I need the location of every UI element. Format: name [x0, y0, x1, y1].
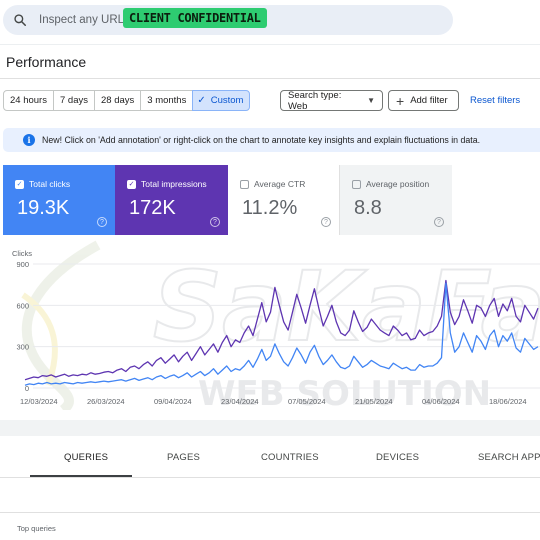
watermark-subtext: WEB SOLUTION — [198, 374, 491, 410]
divider — [0, 512, 540, 513]
dimension-tabs: QUERIES PAGES COUNTRIES DEVICES SEARCH A… — [0, 436, 540, 478]
checkbox-unchecked-icon[interactable] — [240, 179, 249, 189]
divider — [0, 78, 540, 79]
y-tick-label: 900 — [16, 260, 29, 269]
chart-lines — [24, 279, 539, 386]
tab-queries[interactable]: QUERIES — [64, 452, 109, 463]
metric-value: 11.2% — [242, 197, 298, 219]
date-filter-7-days[interactable]: 7 days — [52, 90, 95, 111]
annotation-info-banner: i New! Click on 'Add annotation' or righ… — [3, 128, 540, 152]
table-column-header: Top queries — [17, 524, 56, 533]
plus-icon: + — [396, 92, 405, 109]
add-filter-button[interactable]: + Add filter — [388, 90, 459, 111]
metric-card-average-position[interactable]: Average position 8.8 ? — [340, 165, 452, 235]
checkmark-icon: ✓ — [197, 95, 206, 106]
date-filter-custom-label: Custom — [210, 95, 244, 106]
metric-card-total-clicks[interactable]: ✓ Total clicks 19.3K ? — [3, 165, 115, 235]
metric-label: Average position — [366, 179, 430, 189]
x-tick-label: 23/04/2024 — [221, 397, 259, 406]
checkbox-checked-icon[interactable]: ✓ — [15, 179, 24, 189]
y-tick-label: 300 — [16, 343, 29, 352]
x-tick-label: 26/03/2024 — [87, 397, 125, 406]
date-filter-custom[interactable]: ✓ Custom — [192, 90, 251, 111]
reset-filters-link[interactable]: Reset filters — [470, 95, 521, 106]
x-tick-label: 18/06/2024 — [489, 397, 527, 406]
checkbox-unchecked-icon[interactable] — [352, 179, 361, 189]
performance-chart-svg[interactable]: SaKaFa WEB SOLUTION Clicks 0 300 600 900 12/0… — [3, 235, 540, 414]
date-filter-3-months[interactable]: 3 months — [140, 90, 194, 111]
y-axis-label: Clicks — [12, 249, 32, 258]
tab-countries[interactable]: COUNTRIES — [261, 452, 319, 463]
tab-search-appearance[interactable]: SEARCH APPEA — [478, 452, 540, 463]
divider — [0, 44, 540, 45]
metric-value: 19.3K — [17, 197, 70, 219]
caret-down-icon: ▼ — [367, 96, 375, 105]
page-title: Performance — [6, 54, 87, 70]
metric-label: Total impressions — [141, 179, 207, 189]
series-line — [24, 282, 539, 386]
tab-pages[interactable]: PAGES — [167, 452, 201, 463]
date-filter-24-hours[interactable]: 24 hours — [3, 90, 54, 111]
section-separator — [0, 420, 540, 436]
series-line — [24, 279, 539, 381]
metric-value: 172K — [129, 197, 176, 219]
search-type-label: Search type: Web — [288, 89, 342, 112]
top-bar: Inspect any URL in CLIENT CONFIDENTIAL — [0, 0, 540, 40]
info-icon: i — [23, 134, 35, 146]
search-type-dropdown[interactable]: Search type: Web ▼ — [280, 89, 383, 112]
y-tick-label: 600 — [16, 301, 29, 310]
help-icon[interactable]: ? — [97, 217, 107, 227]
active-tab-indicator — [30, 475, 132, 477]
x-tick-label: 04/06/2024 — [422, 397, 460, 406]
x-tick-label: 09/04/2024 — [154, 397, 192, 406]
chart-axes: Clicks 0 300 600 900 12/03/2024 26/03/2024 09/0… — [12, 249, 527, 406]
tab-devices[interactable]: DEVICES — [376, 452, 420, 463]
help-icon[interactable]: ? — [210, 217, 220, 227]
search-placeholder: Inspect any URL in — [39, 14, 136, 26]
add-filter-label: Add filter — [410, 95, 448, 106]
metric-card-average-ctr[interactable]: Average CTR 11.2% ? — [228, 165, 340, 235]
performance-chart[interactable]: SaKaFa WEB SOLUTION Clicks 0 300 600 900 12/0… — [3, 235, 540, 414]
banner-text: New! Click on 'Add annotation' or right-… — [42, 135, 481, 145]
help-icon[interactable]: ? — [434, 217, 444, 227]
metric-value: 8.8 — [354, 197, 382, 219]
confidential-stamp: CLIENT CONFIDENTIAL — [123, 8, 267, 28]
metric-label: Average CTR — [254, 179, 306, 189]
x-tick-label: 07/05/2024 — [288, 397, 326, 406]
metric-label: Total clicks — [29, 179, 71, 189]
search-icon — [5, 5, 35, 35]
chart-grid — [33, 263, 540, 389]
queries-table: Top queries — [0, 478, 540, 540]
watermark-swoosh — [21, 292, 58, 387]
y-tick-label: 0 — [25, 384, 29, 393]
watermark-text: SaKaFa — [153, 251, 540, 363]
help-icon[interactable]: ? — [321, 217, 331, 227]
date-range-selector: 24 hours 7 days 28 days 3 months ✓ Custo… — [3, 90, 251, 111]
watermark-swoosh — [21, 240, 101, 414]
metric-card-total-impressions[interactable]: ✓ Total impressions 172K ? — [115, 165, 228, 235]
watermark: SaKaFa WEB SOLUTION — [21, 240, 540, 414]
x-tick-label: 21/05/2024 — [355, 397, 393, 406]
x-tick-label: 12/03/2024 — [20, 397, 58, 406]
checkbox-checked-icon[interactable]: ✓ — [127, 179, 136, 189]
date-filter-28-days[interactable]: 28 days — [93, 90, 142, 111]
